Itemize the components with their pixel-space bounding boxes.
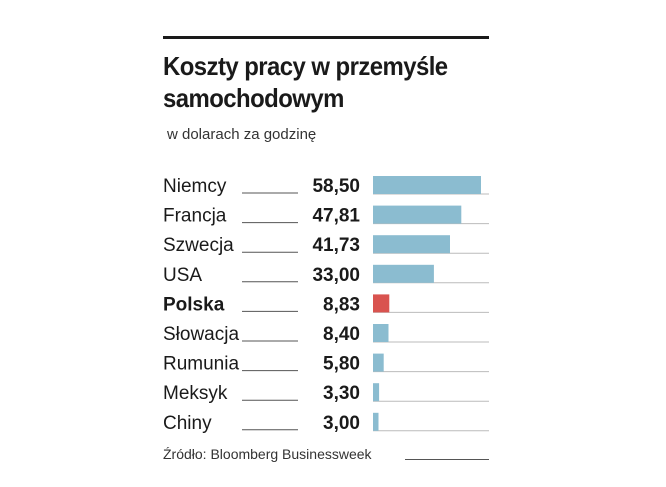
- bar: [373, 383, 380, 402]
- chart-subtitle: w dolarach za godzinę: [167, 126, 317, 143]
- chart-title: Koszty pracy w przemyśle samochodowym: [163, 51, 448, 113]
- category-label: Francja: [163, 206, 227, 227]
- category-label: Chiny: [163, 413, 212, 434]
- value-label: 8,40: [323, 324, 360, 345]
- bar: [373, 205, 462, 224]
- top-rule: [163, 36, 489, 39]
- value-label: 3,00: [323, 413, 360, 434]
- bar: [373, 324, 389, 342]
- bar: [373, 353, 384, 372]
- value-label: 41,73: [312, 235, 360, 256]
- value-label: 33,00: [312, 265, 360, 286]
- bar: [373, 235, 450, 254]
- category-label: Słowacja: [163, 324, 239, 345]
- value-label: 3,30: [323, 383, 360, 404]
- category-label: Rumunia: [163, 354, 239, 375]
- value-label: 5,80: [323, 354, 360, 375]
- value-label: 47,81: [312, 206, 360, 227]
- source-rule: [405, 459, 489, 460]
- category-label: USA: [163, 265, 202, 286]
- category-label: Szwecja: [163, 235, 234, 256]
- category-label: Polska: [163, 294, 225, 315]
- bar: [373, 294, 390, 313]
- value-label: 8,83: [323, 294, 360, 315]
- bar: [373, 412, 379, 431]
- bar: [373, 264, 434, 283]
- value-label: 58,50: [312, 176, 360, 197]
- bar: [373, 176, 481, 194]
- category-label: Meksyk: [163, 383, 228, 404]
- source-note: Źródło: Bloomberg Businessweek: [163, 446, 372, 462]
- category-label: Niemcy: [163, 176, 227, 197]
